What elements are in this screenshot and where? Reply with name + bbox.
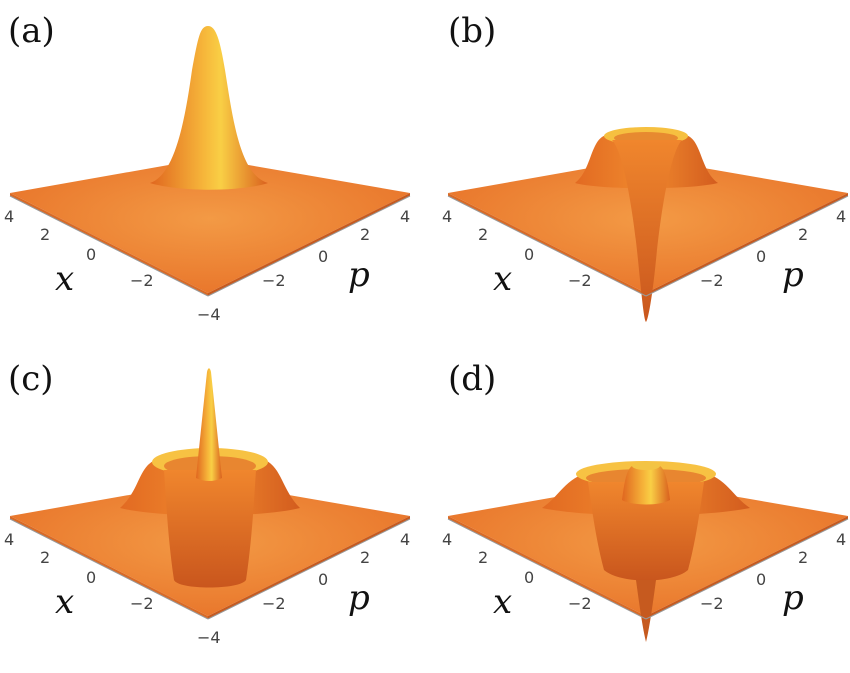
panel-label: (c) (8, 359, 54, 399)
p-tick: 2 (798, 225, 808, 244)
p-tick: 4 (400, 530, 410, 549)
p-tick: 4 (836, 530, 846, 549)
x-tick: −2 (130, 594, 154, 613)
x-tick: 4 (442, 530, 452, 549)
surface-right-edge (208, 193, 410, 296)
x-axis-label: x (493, 259, 512, 299)
x-tick: −2 (130, 271, 154, 290)
p-tick: 2 (360, 548, 370, 567)
p-tick: 4 (836, 207, 846, 226)
surface-front-edge (10, 193, 208, 296)
x-tick: −4 (197, 305, 221, 324)
x-tick: 2 (40, 548, 50, 567)
surface-right-edge (646, 193, 848, 296)
panel-c: (c) 4 2 0 −2 −4 −2 0 2 4 x p (4, 359, 411, 647)
p-tick: 2 (798, 548, 808, 567)
x-tick: 0 (524, 568, 534, 587)
dip-surface (612, 140, 682, 322)
p-axis-label: p (782, 578, 804, 618)
well-surface (588, 482, 704, 581)
inner-ring-top (632, 462, 660, 470)
p-tick: −2 (262, 594, 286, 613)
x-axis-line (447, 518, 647, 620)
p-tick: −2 (700, 271, 724, 290)
panel-b: (b) 4 2 0 −2 −2 0 2 4 x p (442, 11, 849, 322)
x-axis-line (9, 195, 209, 297)
panel-a: (a) 4 2 0 −2 −4 −2 0 2 4 x p (4, 11, 411, 324)
x-tick: −2 (568, 594, 592, 613)
surface-front-edge (10, 516, 208, 619)
x-tick: 0 (86, 245, 96, 264)
panel-label: (a) (8, 11, 55, 51)
x-tick: 2 (478, 548, 488, 567)
x-axis-label: x (55, 582, 74, 622)
p-axis-line (645, 195, 849, 297)
peak-surface (150, 26, 268, 190)
p-axis-line (645, 518, 849, 620)
surface-front-edge (448, 516, 646, 619)
x-axis-line (9, 518, 209, 620)
panel-label: (b) (448, 11, 496, 51)
p-tick: 0 (318, 247, 328, 266)
well-surface (164, 470, 256, 588)
x-axis-label: x (493, 582, 512, 622)
x-axis-line (447, 195, 647, 297)
p-tick: −2 (700, 594, 724, 613)
panel-label: (d) (448, 359, 496, 399)
surface-front-edge (448, 193, 646, 296)
x-tick: 4 (442, 207, 452, 226)
p-tick: 0 (756, 247, 766, 266)
x-tick: 0 (86, 568, 96, 587)
p-axis-label: p (348, 255, 370, 295)
p-axis-line (207, 195, 411, 297)
dip-surface (636, 580, 656, 642)
p-tick: 0 (756, 570, 766, 589)
x-tick: 2 (478, 225, 488, 244)
inner-ring-surface (622, 463, 670, 505)
surface-right-edge (208, 516, 410, 619)
x-tick: −4 (197, 628, 221, 647)
x-tick: 2 (40, 225, 50, 244)
x-tick: 4 (4, 530, 14, 549)
surface-plane (10, 158, 410, 293)
x-tick: 4 (4, 207, 14, 226)
p-tick: 0 (318, 570, 328, 589)
p-tick: 4 (400, 207, 410, 226)
x-tick: 0 (524, 245, 534, 264)
p-axis-label: p (782, 255, 804, 295)
spike-surface (196, 368, 222, 481)
surface-right-edge (646, 516, 848, 619)
x-tick: −2 (568, 271, 592, 290)
p-tick: 2 (360, 225, 370, 244)
p-axis-label: p (348, 578, 370, 618)
p-axis-line (207, 518, 411, 620)
panel-d: (d) 4 2 0 −2 −2 0 2 4 x p (442, 359, 849, 642)
p-tick: −2 (262, 271, 286, 290)
x-axis-label: x (55, 259, 74, 299)
